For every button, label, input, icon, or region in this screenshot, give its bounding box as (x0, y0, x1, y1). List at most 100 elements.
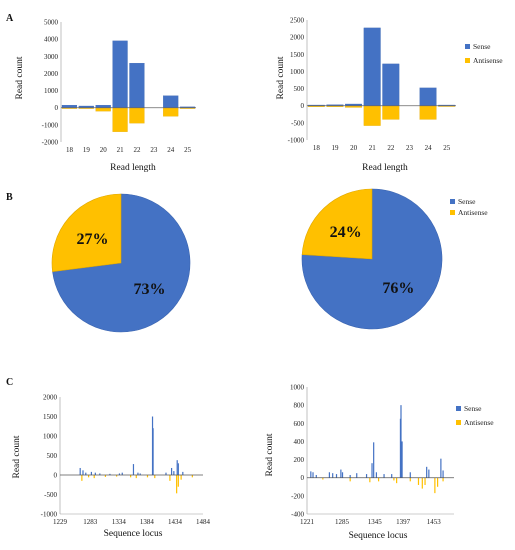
x-tick-label: 1345 (368, 518, 383, 526)
y-tick-label: 1500 (290, 51, 305, 59)
antisense-spike (349, 477, 351, 482)
sense-spike (109, 473, 111, 475)
antisense-spike (421, 477, 423, 489)
y-tick-label: -2000 (42, 139, 59, 147)
y-tick-label: -1000 (41, 511, 58, 519)
sense-bar (363, 27, 381, 106)
legend: Sense Antisense (465, 42, 503, 65)
antisense-spike (177, 475, 179, 487)
antisense-spike (396, 477, 398, 484)
sense-spike (428, 469, 430, 478)
antisense-spike (322, 477, 324, 480)
sense-spike (312, 472, 314, 478)
y-tick-label: 0 (301, 474, 305, 482)
antisense-bar (163, 107, 179, 117)
sense-spike (332, 473, 334, 478)
y-tick-label: 0 (54, 472, 58, 480)
slice-value-label: 24% (330, 224, 362, 241)
legend-label-sense: Sense (464, 404, 482, 413)
sense-spike (310, 471, 312, 478)
antisense-spike (393, 477, 395, 481)
y-tick-label: 1000 (290, 68, 305, 76)
y-axis-label: Read count (15, 56, 25, 99)
sense-spike (356, 473, 358, 478)
y-tick-label: -1000 (288, 137, 305, 145)
x-tick-label: 21 (117, 146, 125, 154)
sense-spike (176, 460, 178, 475)
antisense-spike (116, 475, 118, 477)
sense-bar (112, 40, 128, 108)
antisense-spike (377, 477, 380, 482)
slice-value-label: 76% (382, 280, 414, 297)
y-tick-label: 800 (294, 402, 305, 410)
strand-pie-chart-left: 73% 27% (51, 193, 191, 333)
x-tick-label: 18 (66, 146, 74, 154)
sense-spike (383, 474, 385, 478)
x-tick-label: 24 (167, 146, 175, 154)
panel-label-c: C (6, 377, 13, 388)
y-tick-label: 0 (301, 102, 305, 110)
sense-spike (170, 467, 173, 475)
sense-spike (165, 472, 167, 475)
x-tick-label: 1397 (396, 518, 411, 526)
legend: Sense Antisense (456, 404, 494, 427)
sense-spike (315, 474, 317, 478)
legend-label-sense: Sense (473, 42, 491, 51)
y-tick-label: 1000 (43, 433, 58, 441)
antisense-spike (93, 475, 95, 479)
antisense-spike (154, 475, 156, 479)
x-axis-label: Sequence locus (349, 531, 408, 541)
y-tick-label: 500 (47, 452, 58, 460)
y-tick-label: 3000 (44, 53, 59, 61)
y-tick-label: 400 (294, 438, 305, 446)
sense-spike (365, 474, 368, 478)
antisense-spike (146, 475, 149, 478)
sense-spike (440, 458, 442, 478)
legend-swatch-antisense (456, 420, 461, 425)
antisense-bar (129, 107, 145, 124)
x-tick-label: 25 (184, 146, 192, 154)
x-tick-label: 23 (406, 144, 414, 152)
antisense-bar (363, 105, 381, 126)
y-tick-label: -200 (291, 492, 304, 500)
sense-spike (401, 441, 403, 478)
legend: Sense Antisense (450, 197, 488, 217)
panel-label-b: B (6, 192, 13, 203)
y-tick-label: 0 (55, 104, 59, 112)
antisense-spike (104, 475, 107, 477)
sense-spike (90, 471, 93, 475)
x-tick-label: 25 (443, 144, 451, 152)
sense-spike (335, 474, 338, 478)
antisense-spike (176, 475, 178, 494)
sense-spike (182, 471, 184, 475)
y-tick-label: -500 (291, 119, 304, 127)
x-tick-label: 1229 (53, 518, 68, 526)
sense-spike (132, 464, 135, 475)
sense-spike (139, 473, 141, 475)
x-tick-label: 18 (313, 144, 321, 152)
antisense-spike (169, 475, 171, 481)
legend-swatch-sense (465, 44, 470, 49)
sense-spike (85, 472, 87, 475)
sense-spike (94, 472, 96, 475)
legend-swatch-antisense (465, 58, 470, 63)
antisense-spike (409, 477, 411, 482)
x-tick-label: 1221 (300, 518, 315, 526)
antisense-bar (382, 105, 400, 120)
x-tick-label: 20 (350, 144, 358, 152)
antisense-bar (95, 107, 111, 112)
y-tick-label: 4000 (44, 36, 59, 44)
x-tick-label: 1484 (196, 518, 211, 526)
y-tick-label: 1000 (290, 384, 305, 392)
antisense-spike (424, 477, 426, 485)
read-length-bar-chart-left: Read count Read length -2000 -1000 0 1000 20… (15, 19, 196, 173)
sense-spike (349, 474, 351, 478)
x-axis-label: Sequence locus (104, 529, 163, 539)
sense-spike (118, 473, 121, 475)
sense-bar (419, 87, 437, 106)
antisense-bar (112, 107, 128, 132)
antisense-spike (434, 477, 436, 494)
y-axis-label: Read count (12, 435, 22, 478)
sense-spike (340, 469, 342, 478)
